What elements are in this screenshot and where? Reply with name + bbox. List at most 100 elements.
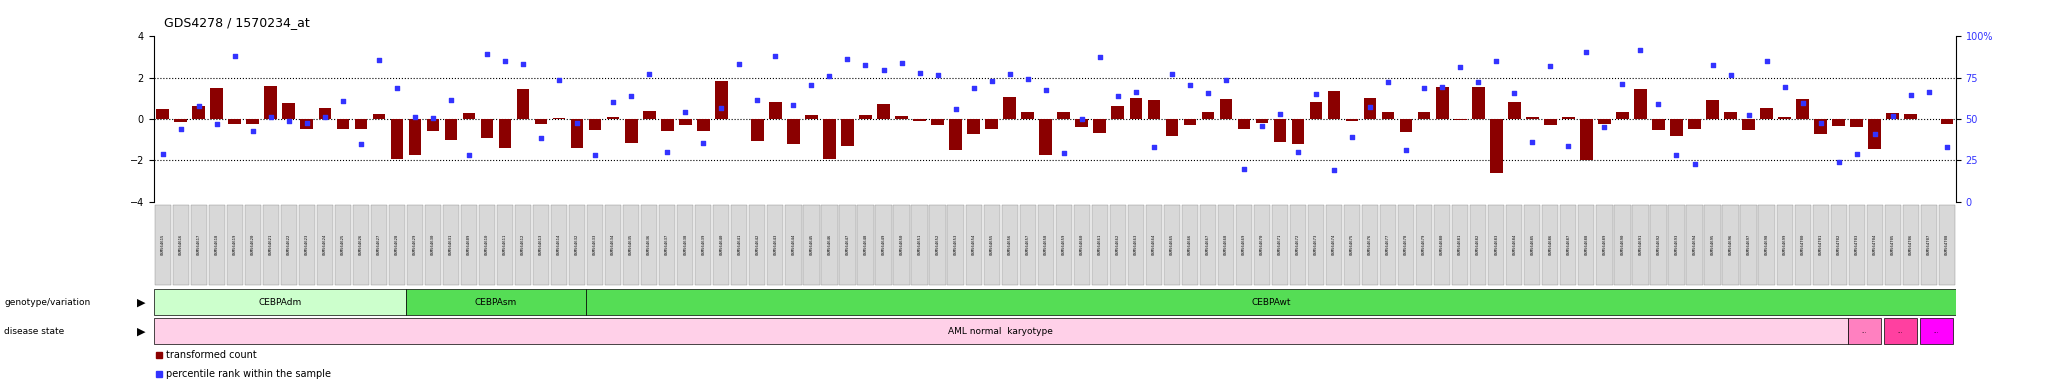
Bar bbox=[750, 205, 766, 285]
Bar bbox=[1884, 205, 1901, 285]
Text: GSM564702: GSM564702 bbox=[1837, 234, 1841, 255]
Bar bbox=[1544, 119, 1556, 125]
Bar bbox=[895, 116, 907, 119]
Bar bbox=[1075, 119, 1087, 127]
Point bbox=[922, 72, 954, 78]
Bar bbox=[913, 119, 926, 121]
Point bbox=[434, 97, 467, 103]
Bar bbox=[858, 205, 874, 285]
Bar bbox=[1688, 119, 1700, 129]
Bar bbox=[983, 205, 999, 285]
Point bbox=[866, 67, 899, 73]
Text: GSM564642: GSM564642 bbox=[756, 234, 760, 255]
Bar bbox=[623, 205, 639, 285]
Point bbox=[309, 114, 342, 120]
Text: GSM564679: GSM564679 bbox=[1421, 234, 1425, 255]
Bar bbox=[1526, 117, 1538, 119]
Bar bbox=[874, 205, 891, 285]
Text: GSM564691: GSM564691 bbox=[1638, 234, 1642, 255]
Bar bbox=[1831, 205, 1847, 285]
Point bbox=[776, 102, 809, 108]
Bar bbox=[643, 111, 655, 119]
Point bbox=[1481, 58, 1513, 64]
Point bbox=[741, 98, 774, 104]
Point bbox=[1587, 124, 1620, 130]
Bar bbox=[1815, 119, 1827, 134]
Bar bbox=[930, 205, 946, 285]
Text: GSM564652: GSM564652 bbox=[936, 234, 940, 255]
Point bbox=[1282, 149, 1315, 156]
Bar bbox=[821, 205, 838, 285]
Point bbox=[1120, 89, 1153, 95]
Point bbox=[633, 71, 666, 77]
Point bbox=[1894, 92, 1927, 98]
Point bbox=[1823, 159, 1855, 165]
Bar bbox=[1942, 119, 1954, 124]
Bar bbox=[1634, 89, 1647, 119]
Text: GSM564687: GSM564687 bbox=[1567, 234, 1571, 255]
Text: GSM564650: GSM564650 bbox=[899, 234, 903, 255]
Bar bbox=[1073, 205, 1090, 285]
Bar bbox=[1905, 114, 1917, 119]
Bar bbox=[1163, 205, 1180, 285]
Text: GSM564676: GSM564676 bbox=[1368, 234, 1372, 255]
Text: GSM564673: GSM564673 bbox=[1315, 234, 1319, 255]
Bar bbox=[426, 119, 438, 131]
Bar bbox=[1597, 119, 1610, 124]
Bar bbox=[1040, 119, 1053, 156]
Bar bbox=[1112, 106, 1124, 119]
Bar bbox=[1110, 205, 1126, 285]
Text: GSM564658: GSM564658 bbox=[1044, 234, 1049, 255]
Text: GSM564629: GSM564629 bbox=[414, 234, 418, 255]
Text: GSM564686: GSM564686 bbox=[1548, 234, 1552, 255]
Bar bbox=[553, 118, 565, 119]
Text: GSM564681: GSM564681 bbox=[1458, 234, 1462, 255]
Text: GSM564651: GSM564651 bbox=[918, 234, 922, 255]
Text: GSM564628: GSM564628 bbox=[395, 234, 399, 255]
Point bbox=[201, 121, 233, 127]
Bar bbox=[1868, 119, 1880, 149]
Point bbox=[975, 78, 1008, 84]
Text: GSM564688: GSM564688 bbox=[1585, 234, 1589, 255]
Bar bbox=[1092, 205, 1108, 285]
Point bbox=[1497, 90, 1530, 96]
Point bbox=[760, 53, 793, 59]
Bar bbox=[1671, 119, 1683, 136]
Bar bbox=[281, 205, 297, 285]
Bar bbox=[1417, 112, 1430, 119]
Bar bbox=[461, 205, 477, 285]
Point bbox=[1354, 104, 1386, 110]
Bar bbox=[1632, 205, 1649, 285]
Point bbox=[614, 93, 647, 99]
Bar bbox=[694, 205, 711, 285]
Point bbox=[1642, 101, 1675, 107]
Bar bbox=[244, 205, 260, 285]
Bar bbox=[1653, 119, 1665, 130]
Bar bbox=[1364, 98, 1376, 119]
Text: GSM564708: GSM564708 bbox=[1946, 234, 1950, 255]
Point bbox=[524, 135, 557, 141]
Text: GSM564667: GSM564667 bbox=[1206, 234, 1210, 255]
Bar bbox=[1022, 112, 1034, 119]
Text: GSM564682: GSM564682 bbox=[1477, 234, 1481, 255]
Bar bbox=[1004, 97, 1016, 119]
Point bbox=[471, 51, 504, 57]
Bar bbox=[408, 205, 424, 285]
Bar bbox=[1292, 119, 1305, 144]
Bar bbox=[1145, 205, 1161, 285]
Bar bbox=[1272, 205, 1288, 285]
Text: GSM564627: GSM564627 bbox=[377, 234, 381, 255]
Bar bbox=[1454, 119, 1466, 120]
Text: GSM564671: GSM564671 bbox=[1278, 234, 1282, 255]
Bar bbox=[1399, 205, 1415, 285]
Bar bbox=[768, 205, 784, 285]
Point bbox=[1137, 144, 1169, 151]
Text: GSM564610: GSM564610 bbox=[485, 234, 489, 255]
Text: ▶: ▶ bbox=[137, 297, 145, 308]
Bar bbox=[1866, 205, 1882, 285]
Text: GSM564633: GSM564633 bbox=[594, 234, 598, 255]
Text: GSM564611: GSM564611 bbox=[504, 234, 508, 255]
Point bbox=[885, 60, 918, 66]
Bar bbox=[391, 119, 403, 159]
Point bbox=[1841, 151, 1874, 157]
